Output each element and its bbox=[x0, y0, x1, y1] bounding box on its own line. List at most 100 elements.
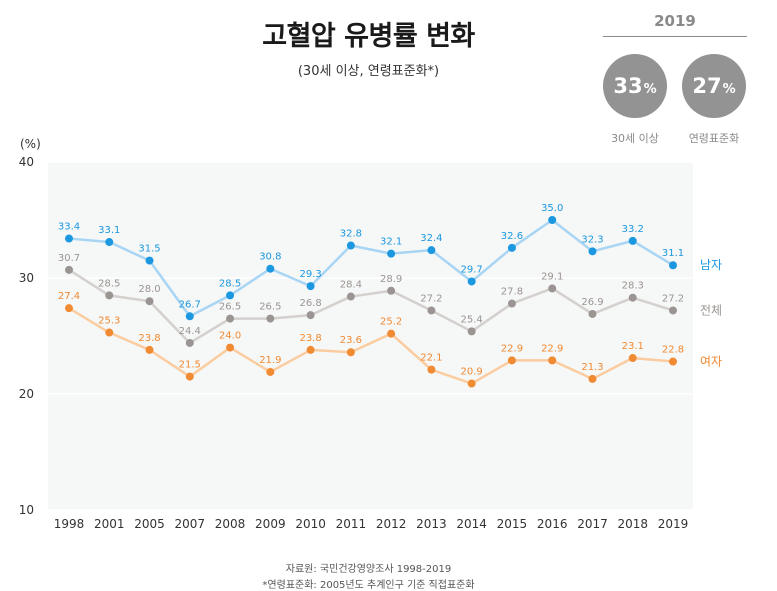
data-label-total: 26.8 bbox=[299, 298, 321, 309]
data-label-total: 24.4 bbox=[179, 326, 201, 337]
data-label-male: 28.5 bbox=[219, 278, 241, 289]
data-point-total bbox=[266, 314, 275, 323]
data-point-female bbox=[105, 328, 114, 337]
data-label-female: 25.2 bbox=[380, 317, 402, 328]
data-point-total bbox=[145, 297, 154, 306]
data-label-total: 26.5 bbox=[259, 302, 281, 313]
data-point-male bbox=[427, 246, 436, 255]
y-tick-label: 20 bbox=[19, 387, 34, 401]
data-point-total bbox=[387, 286, 396, 295]
data-point-male bbox=[507, 243, 516, 252]
summary-standardized-unit: % bbox=[722, 81, 736, 97]
data-point-female bbox=[65, 304, 73, 313]
x-tick-label: 2009 bbox=[255, 517, 286, 531]
data-label-male: 32.6 bbox=[501, 231, 523, 242]
data-label-male: 33.1 bbox=[98, 225, 120, 236]
summary-crude-label: 30세 이상 bbox=[611, 132, 659, 145]
data-label-male: 33.4 bbox=[58, 222, 80, 233]
data-label-male: 26.7 bbox=[179, 299, 201, 310]
data-point-female bbox=[226, 343, 235, 352]
data-point-total bbox=[507, 299, 516, 308]
data-label-female: 22.1 bbox=[420, 353, 442, 364]
data-point-male bbox=[145, 256, 154, 265]
data-point-total bbox=[628, 293, 637, 302]
summary-crude-value: 33 bbox=[613, 74, 643, 98]
data-point-male bbox=[548, 216, 557, 224]
data-label-total: 27.8 bbox=[501, 287, 523, 298]
summary-standardized-value: 27 bbox=[692, 74, 722, 98]
data-label-female: 21.3 bbox=[581, 362, 603, 373]
data-point-female bbox=[145, 345, 154, 354]
data-label-total: 28.5 bbox=[98, 278, 120, 289]
data-point-male bbox=[226, 291, 235, 300]
data-label-female: 21.5 bbox=[179, 360, 201, 371]
data-label-male: 32.8 bbox=[340, 229, 362, 240]
data-point-total bbox=[427, 306, 436, 315]
data-label-male: 32.1 bbox=[380, 237, 402, 248]
data-label-male: 31.5 bbox=[138, 244, 160, 255]
data-label-male: 32.4 bbox=[420, 233, 442, 244]
data-point-female bbox=[427, 365, 436, 374]
data-point-female bbox=[387, 329, 396, 338]
series-name-male: 남자 bbox=[700, 258, 722, 272]
x-tick-label: 2010 bbox=[295, 517, 326, 531]
x-tick-label: 2019 bbox=[658, 517, 689, 531]
data-label-male: 30.8 bbox=[259, 252, 281, 263]
data-point-total bbox=[185, 338, 194, 347]
x-tick-label: 2005 bbox=[134, 517, 165, 531]
data-label-total: 28.9 bbox=[380, 274, 402, 285]
summary-circle-standardized: 27% bbox=[682, 54, 746, 118]
data-label-total: 28.0 bbox=[138, 284, 160, 295]
data-point-female bbox=[669, 357, 677, 366]
series-name-total: 전체 bbox=[700, 303, 722, 317]
data-label-female: 20.9 bbox=[461, 367, 483, 378]
data-point-female bbox=[548, 356, 557, 365]
data-label-total: 25.4 bbox=[461, 314, 483, 325]
summary-standardized-label: 연령표준화 bbox=[688, 132, 740, 145]
y-tick-label: 30 bbox=[19, 271, 34, 285]
data-point-total bbox=[548, 284, 557, 293]
data-label-female: 22.9 bbox=[501, 343, 523, 354]
data-point-male bbox=[65, 234, 73, 243]
data-point-male bbox=[346, 241, 355, 250]
data-label-total: 28.3 bbox=[622, 281, 644, 292]
series-line-male bbox=[68, 218, 674, 318]
data-point-male bbox=[185, 312, 194, 321]
x-tick-label: 2013 bbox=[416, 517, 447, 531]
data-point-male bbox=[669, 261, 677, 270]
data-point-female bbox=[306, 345, 315, 354]
chart-title: 고혈압 유병률 변화 bbox=[262, 21, 475, 52]
source-note: 자료원: 국민건강영양조사 1998-2019 bbox=[285, 564, 452, 575]
data-label-female: 24.0 bbox=[219, 331, 241, 342]
data-label-male: 31.1 bbox=[662, 248, 684, 259]
chart-subtitle: (30세 이상, 연령표준화*) bbox=[297, 64, 440, 79]
x-tick-label: 2007 bbox=[175, 517, 206, 531]
data-point-total bbox=[226, 314, 235, 323]
data-label-female: 23.8 bbox=[299, 333, 321, 344]
x-tick-label: 2016 bbox=[537, 517, 568, 531]
x-tick-label: 2012 bbox=[376, 517, 407, 531]
x-tick-label: 2015 bbox=[497, 517, 528, 531]
data-point-female bbox=[185, 372, 194, 381]
data-point-male bbox=[628, 236, 637, 245]
data-point-total bbox=[669, 306, 677, 315]
data-point-female bbox=[467, 379, 476, 388]
data-label-female: 27.4 bbox=[58, 291, 80, 302]
data-point-male bbox=[588, 247, 597, 256]
standardization-note: *연령표준화: 2005년도 추계인구 기준 직접표준화 bbox=[262, 580, 475, 591]
data-point-female bbox=[507, 356, 516, 365]
data-label-male: 35.0 bbox=[541, 203, 563, 214]
summary-circle-crude: 33% bbox=[603, 54, 667, 118]
data-point-female bbox=[346, 348, 355, 357]
data-point-total bbox=[105, 291, 114, 300]
data-point-total bbox=[467, 327, 476, 336]
summary-crude-unit: % bbox=[643, 81, 657, 97]
series-line-total bbox=[68, 268, 674, 345]
data-label-total: 27.2 bbox=[662, 293, 684, 304]
x-tick-label: 2018 bbox=[617, 517, 648, 531]
x-tick-label: 2008 bbox=[215, 517, 246, 531]
y-unit-label: (%) bbox=[20, 137, 41, 151]
x-tick-label: 2014 bbox=[456, 517, 487, 531]
data-label-male: 32.3 bbox=[581, 234, 603, 245]
